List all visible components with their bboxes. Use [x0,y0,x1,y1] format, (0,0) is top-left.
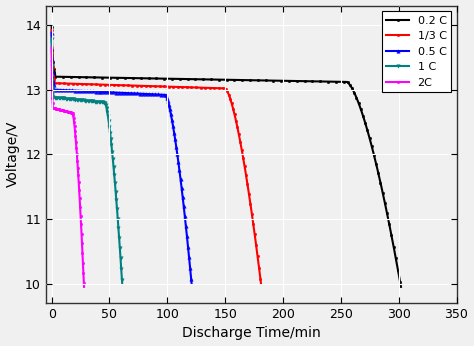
0.2 C [52,70,57,74]
1/3 C [258,282,264,286]
2C [50,100,55,104]
1 C [119,282,125,286]
1/3 C [247,201,253,206]
1 C [50,90,56,94]
0.2 C [49,25,55,29]
Line: 0.5 C: 0.5 C [50,31,193,285]
1 C [113,191,118,195]
2C [73,147,79,151]
0.5 C [168,110,173,115]
Line: 2C: 2C [50,46,85,288]
1 C [100,100,105,104]
1/3 C [49,28,55,32]
0.5 C [189,282,194,286]
1/3 C [51,76,57,80]
0.5 C [51,82,56,86]
0.5 C [157,92,163,97]
0.5 C [179,187,184,191]
0.2 C [331,80,337,84]
2C [78,213,83,218]
1 C [106,117,111,121]
Legend: 0.2 C, 1/3 C, 0.5 C, 1 C, 2C: 0.2 C, 1/3 C, 0.5 C, 1 C, 2C [382,11,451,92]
0.2 C [355,99,361,103]
2C [69,111,74,115]
0.2 C [398,285,404,289]
0.5 C [49,31,55,35]
2C [49,46,55,50]
1 C [114,207,120,211]
2C [81,285,87,289]
1 C [49,37,55,41]
0.5 C [181,204,187,208]
1/3 C [230,104,236,109]
1/3 C [235,127,241,131]
Line: 0.2 C: 0.2 C [50,26,402,288]
1/3 C [245,183,251,188]
Y-axis label: Voltage/V: Voltage/V [6,121,19,188]
2C [72,127,78,131]
X-axis label: Discharge Time/min: Discharge Time/min [182,326,320,340]
0.2 C [363,122,369,127]
1/3 C [215,86,220,90]
Line: 1/3 C: 1/3 C [50,29,262,285]
0.2 C [382,201,388,205]
2C [77,198,82,202]
0.2 C [378,182,383,186]
Line: 1 C: 1 C [50,37,124,285]
1 C [108,138,114,143]
0.5 C [172,132,177,136]
